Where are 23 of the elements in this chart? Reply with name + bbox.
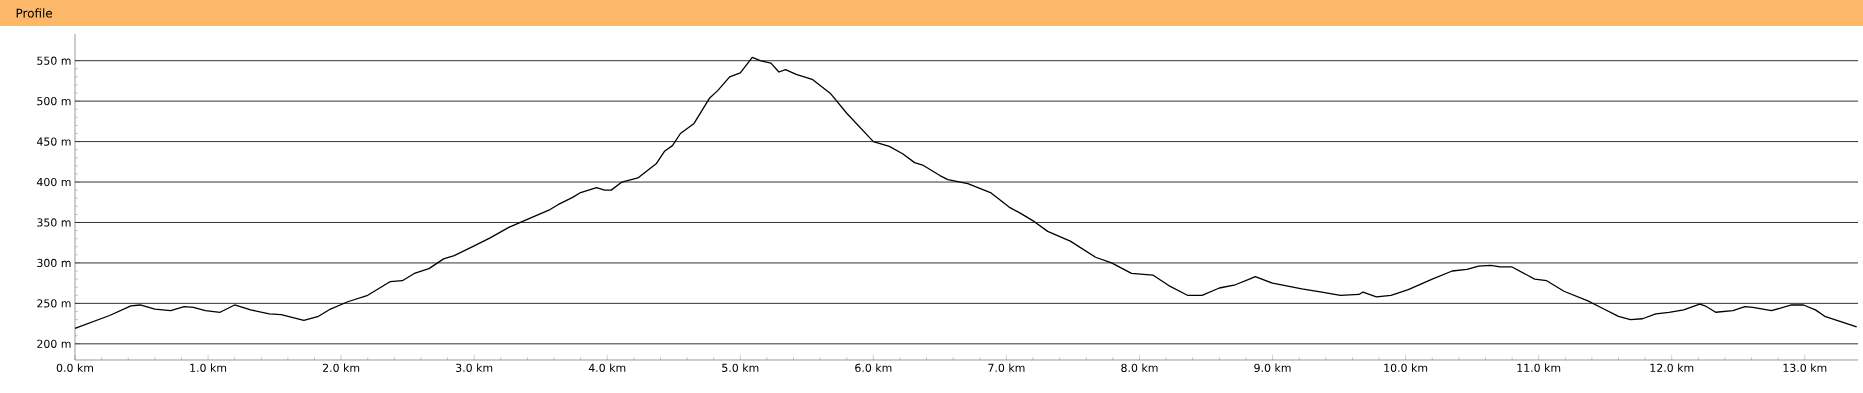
x-tick-label: 6.0 km (855, 363, 892, 372)
y-tick-label: 300 m (37, 258, 71, 268)
x-tick-label: 9.0 km (1254, 363, 1291, 372)
y-tick-label: 350 m (37, 218, 71, 227)
x-tick-label: 2.0 km (322, 363, 360, 372)
y-tick-label: 400 m (36, 177, 71, 187)
x-tick-label: 10.0 km (1384, 363, 1428, 372)
x-tick-label: 1.0 km (190, 363, 227, 372)
x-tick-label: 5.0 km (722, 363, 759, 372)
x-tick-label: 12.0 km (1650, 363, 1694, 372)
x-tick-label: 13.0 km (1783, 363, 1827, 372)
x-tick-label: 11.0 km (1517, 363, 1561, 372)
chart-title: Profile (16, 8, 53, 18)
x-tick-label: 8.0 km (1121, 363, 1158, 372)
y-tick-label: 200 m (37, 339, 71, 348)
y-tick-label: 450 m (36, 137, 71, 146)
x-tick-label: 4.0 km (588, 363, 626, 372)
x-tick-label: 0.0 km (56, 363, 94, 372)
y-tick-label: 550 m (37, 56, 71, 65)
y-tick-label: 500 m (37, 97, 71, 106)
x-tick-label: 7.0 km (988, 363, 1025, 372)
y-tick-label: 250 m (37, 299, 71, 308)
x-tick-label: 3.0 km (456, 363, 493, 372)
